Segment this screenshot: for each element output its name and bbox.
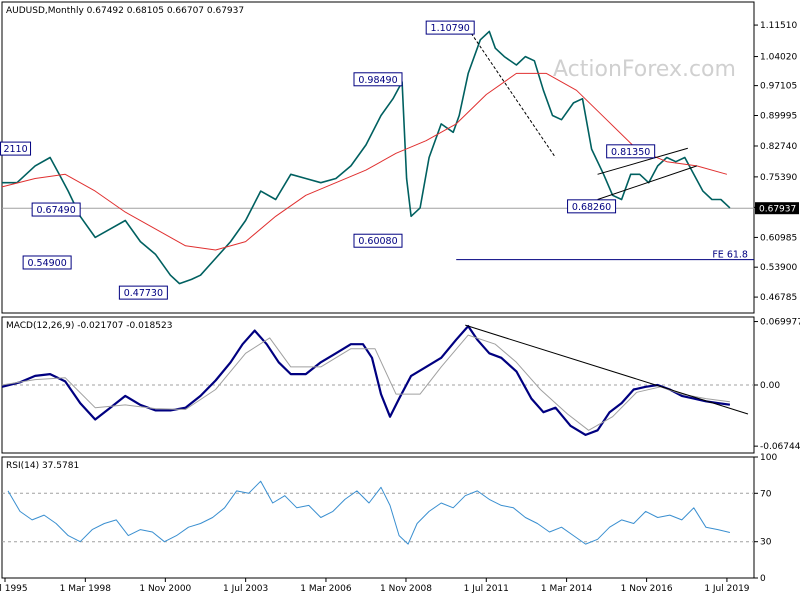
price-label: 2110 bbox=[3, 144, 27, 155]
rsi-title: RSI(14) 37.5781 bbox=[6, 461, 79, 471]
price-y-tick-label: 0.46785 bbox=[760, 293, 797, 303]
rsi-y-tick-label: 70 bbox=[760, 489, 772, 499]
x-tick-label: 1 Nov 2000 bbox=[139, 584, 191, 594]
price-label-box bbox=[31, 202, 81, 217]
x-tick-label: 1 Nov 2008 bbox=[380, 584, 432, 594]
x-tick-label: 1 Mar 2006 bbox=[300, 584, 352, 594]
price-label: 0.81350 bbox=[611, 147, 650, 158]
price-y-tick-label: 0.75390 bbox=[760, 173, 797, 183]
x-tick-label: 1 Mar 1998 bbox=[60, 584, 112, 594]
price-frame bbox=[1, 1, 755, 314]
rsi-y-tick-label: 30 bbox=[760, 538, 772, 548]
watermark: ActionForex.com bbox=[553, 57, 736, 82]
macd-y-tick-label: 0.069977 bbox=[760, 318, 800, 328]
price-trendline bbox=[597, 165, 698, 201]
price-label: 0.60080 bbox=[358, 236, 397, 247]
price-label-box bbox=[118, 285, 168, 300]
macd-series-line bbox=[1, 325, 731, 436]
price-label: 0.54900 bbox=[27, 258, 66, 269]
price-y-tick-label: 0.89995 bbox=[760, 111, 797, 121]
current-price-box bbox=[755, 202, 799, 215]
price-trendline bbox=[597, 147, 688, 175]
price-label: 0.98490 bbox=[358, 75, 397, 86]
price-label: 0.47730 bbox=[124, 288, 163, 299]
price-y-tick-label: 0.60985 bbox=[760, 233, 797, 243]
x-tick-label: 1 Jul 2011 bbox=[464, 584, 509, 594]
price-title: AUDUSD,Monthly 0.67492 0.68105 0.66707 0… bbox=[6, 6, 244, 16]
x-tick-label: 1 Nov 2016 bbox=[621, 584, 673, 594]
price-trendline bbox=[470, 33, 556, 158]
macd-y-tick-label: 0.00 bbox=[760, 381, 780, 391]
macd-y-tick-label: -0.067448 bbox=[760, 442, 800, 452]
price-label-box bbox=[0, 141, 32, 156]
rsi-series-line bbox=[7, 480, 731, 545]
price-label-box bbox=[567, 199, 617, 214]
current-price-label: 0.67937 bbox=[759, 205, 796, 215]
macd-trendline bbox=[465, 324, 749, 415]
price-y-tick-label: 0.82740 bbox=[760, 142, 797, 152]
price-label-box bbox=[353, 72, 403, 87]
rsi-y-tick-label: 100 bbox=[760, 453, 777, 463]
x-tick-label: 1 Mar 2014 bbox=[541, 584, 593, 594]
rsi-frame bbox=[1, 456, 755, 579]
price-label: 0.67490 bbox=[36, 205, 75, 216]
price-label-box bbox=[425, 20, 475, 35]
price-series-line bbox=[1, 72, 728, 251]
price-label-box bbox=[22, 255, 72, 270]
x-tick-label: 1 Jul 1995 bbox=[0, 584, 28, 594]
price-y-tick-label: 0.97105 bbox=[760, 82, 797, 92]
price-label: 1.10790 bbox=[431, 23, 470, 34]
price-y-tick-label: 1.11510 bbox=[760, 21, 797, 31]
price-y-tick-label: 0.53900 bbox=[760, 263, 797, 273]
price-label-box bbox=[353, 233, 403, 248]
price-series-line bbox=[2, 30, 731, 285]
price-label-box bbox=[606, 144, 656, 159]
macd-series-line bbox=[1, 334, 730, 431]
x-tick-label: 1 Jul 2003 bbox=[223, 584, 268, 594]
fibonacci-extension-label: FE 61.8 bbox=[712, 250, 748, 261]
rsi-y-tick-label: 0 bbox=[760, 574, 766, 584]
price-label: 0.68260 bbox=[572, 202, 611, 213]
macd-title: MACD(12,26,9) -0.021707 -0.018523 bbox=[6, 321, 172, 331]
price-y-tick-label: 1.04020 bbox=[760, 53, 797, 63]
x-tick-label: 1 Jul 2019 bbox=[704, 584, 749, 594]
